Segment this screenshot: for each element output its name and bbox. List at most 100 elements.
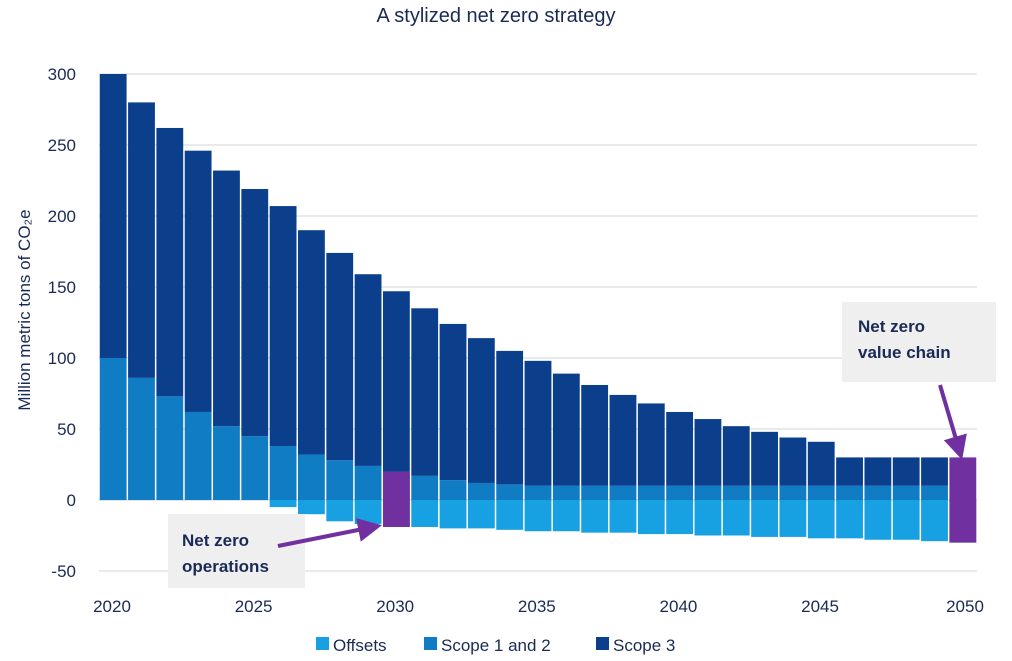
bar-segment bbox=[836, 485, 863, 500]
chart-title: A stylized net zero strategy bbox=[376, 5, 615, 27]
y-tick-label: 150 bbox=[48, 278, 76, 297]
bar-segment bbox=[411, 500, 439, 527]
bar-segment bbox=[694, 500, 722, 536]
bar-segment bbox=[467, 338, 495, 483]
bar-segment bbox=[779, 437, 807, 486]
x-tick-label: 2045 bbox=[801, 597, 839, 616]
bar-segment bbox=[467, 500, 495, 529]
annotation-text: value chain bbox=[858, 343, 951, 362]
bar-segment bbox=[666, 411, 694, 486]
legend-swatch bbox=[424, 637, 437, 650]
bar-segment bbox=[298, 500, 325, 515]
bar-segment bbox=[807, 485, 835, 500]
bar-segment bbox=[269, 206, 297, 447]
annotation-chain: Net zero value chain bbox=[842, 302, 996, 460]
bar-segment bbox=[128, 377, 155, 500]
y-axis-label: Million metric tons of CO₂e bbox=[15, 209, 34, 410]
bar-segment bbox=[722, 500, 750, 536]
bar-segment bbox=[581, 485, 609, 500]
legend-swatch bbox=[596, 637, 609, 650]
bar-segment bbox=[354, 465, 382, 500]
bar-segment bbox=[921, 485, 948, 500]
highlight-bar bbox=[382, 471, 410, 527]
bar-segment bbox=[524, 500, 552, 532]
bar-segment bbox=[666, 485, 694, 500]
bar-segment bbox=[326, 460, 354, 500]
bar-segment bbox=[298, 454, 325, 500]
bar-segment bbox=[411, 308, 439, 476]
bar-segment bbox=[892, 500, 920, 540]
y-tick-label: 300 bbox=[48, 65, 76, 84]
y-tick-label: 0 bbox=[67, 491, 76, 510]
bar-segment bbox=[722, 485, 750, 500]
bar-segment bbox=[354, 500, 382, 525]
bar-segment bbox=[496, 484, 524, 500]
bar-segment bbox=[326, 252, 354, 461]
bar-segment bbox=[524, 485, 552, 500]
x-tick-label: 2035 bbox=[518, 597, 556, 616]
bar-segment bbox=[751, 500, 778, 537]
legend-label: Scope 3 bbox=[613, 636, 675, 655]
bar-segment bbox=[326, 500, 354, 522]
legend-label: Offsets bbox=[333, 636, 387, 655]
x-tick-label: 2040 bbox=[660, 597, 698, 616]
bar-segment bbox=[864, 457, 892, 486]
bar-segment bbox=[637, 500, 665, 535]
annotation-arrow bbox=[277, 518, 382, 548]
bar-segment bbox=[694, 419, 722, 486]
bar-segment bbox=[241, 436, 269, 500]
bar-segment bbox=[609, 485, 637, 500]
bar-segment bbox=[581, 500, 609, 533]
x-tick-label: 2030 bbox=[376, 597, 414, 616]
legend-label: Scope 1 and 2 bbox=[441, 636, 551, 655]
highlight-bar bbox=[949, 457, 977, 543]
bar-segment bbox=[807, 441, 835, 486]
annotation-box bbox=[842, 302, 996, 382]
bar-segment bbox=[751, 485, 778, 500]
bar-segment bbox=[128, 102, 155, 378]
bar-segment bbox=[552, 373, 580, 486]
x-tick-label: 2020 bbox=[93, 597, 131, 616]
bar-segment bbox=[836, 500, 863, 539]
bar-segment bbox=[99, 74, 127, 358]
bar-segment bbox=[298, 230, 325, 455]
bar-segment bbox=[581, 384, 609, 486]
bar-segment bbox=[269, 446, 297, 500]
bar-segment bbox=[524, 360, 552, 486]
annotation-text: Net zero bbox=[858, 317, 925, 336]
bar-segment bbox=[439, 323, 467, 481]
y-tick-label: 100 bbox=[48, 349, 76, 368]
y-tick-label: -50 bbox=[51, 562, 76, 581]
bar-segment bbox=[439, 500, 467, 529]
legend: Offsets Scope 1 and 2 Scope 3 bbox=[316, 636, 675, 655]
bar-segment bbox=[609, 500, 637, 533]
highlight-bars bbox=[382, 457, 977, 543]
bar-segment bbox=[496, 350, 524, 485]
bar-segment bbox=[637, 403, 665, 486]
bar-segment bbox=[552, 500, 580, 532]
annotation-text: operations bbox=[182, 557, 269, 576]
bar-segment bbox=[241, 189, 269, 437]
annotation-arrow bbox=[938, 384, 967, 460]
bar-segment bbox=[213, 426, 240, 500]
y-tick-label: 250 bbox=[48, 136, 76, 155]
bar-segment bbox=[892, 457, 920, 486]
bar-segment bbox=[779, 500, 807, 537]
bar-segment bbox=[609, 394, 637, 486]
bar-segment bbox=[864, 500, 892, 540]
bar-segment bbox=[751, 431, 778, 486]
annotations: Net zero operations Net zero value chain bbox=[168, 302, 996, 588]
y-tick-label: 200 bbox=[48, 207, 76, 226]
bar-segment bbox=[864, 485, 892, 500]
bar-segment bbox=[382, 291, 410, 472]
bar-segment bbox=[637, 485, 665, 500]
bar-segment bbox=[439, 480, 467, 500]
x-tick-label: 2025 bbox=[235, 597, 273, 616]
annotation-ops: Net zero operations bbox=[168, 514, 382, 588]
bar-segment bbox=[921, 457, 948, 486]
bar-segment bbox=[99, 358, 127, 500]
bar-segment bbox=[156, 396, 184, 500]
bar-segment bbox=[156, 127, 184, 397]
y-axis-ticks: -50 0 50 100 150 200 250 300 bbox=[48, 65, 76, 581]
bar-segment bbox=[213, 170, 240, 427]
